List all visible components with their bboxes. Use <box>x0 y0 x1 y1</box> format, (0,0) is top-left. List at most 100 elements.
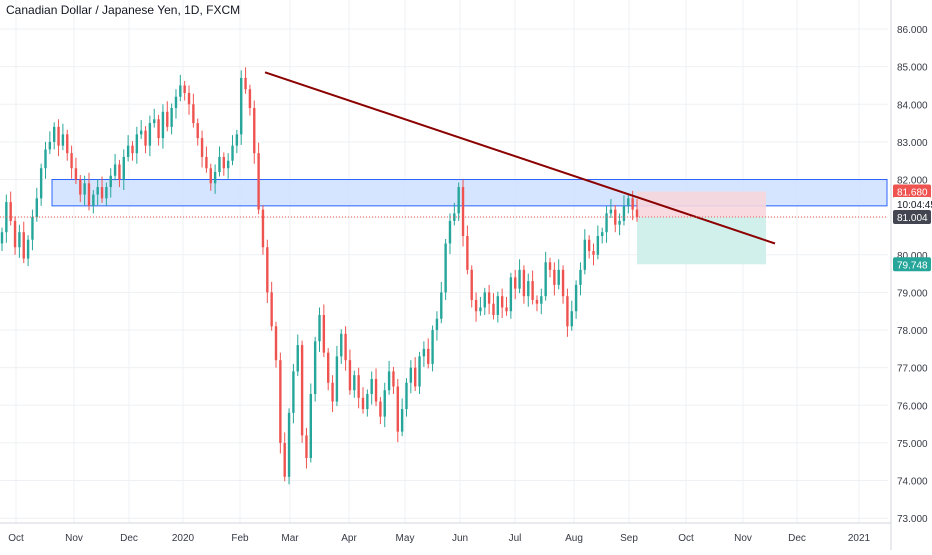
target-price-badge <box>893 257 931 272</box>
candle-body <box>326 352 330 383</box>
candle-body <box>83 183 86 195</box>
candle-body <box>248 89 252 109</box>
candle-body <box>161 111 165 139</box>
candle-body <box>153 119 156 124</box>
candle-body <box>457 187 460 214</box>
candle-body <box>187 92 191 105</box>
candle-body <box>57 126 60 146</box>
candle-body <box>348 360 352 391</box>
candle-body <box>570 311 573 327</box>
candle-body <box>540 296 543 304</box>
time-tick-label: 2021 <box>848 533 871 544</box>
candle-body <box>631 198 634 210</box>
candle-body <box>383 390 386 417</box>
candle-body <box>274 326 278 361</box>
candle-body <box>340 333 343 357</box>
candle-body <box>218 156 221 172</box>
take-profit-zone[interactable] <box>637 216 766 265</box>
candle-body <box>609 209 613 214</box>
candle-body <box>179 85 182 97</box>
candle-body <box>522 269 526 297</box>
candle-body <box>361 397 365 410</box>
candle-body <box>26 239 30 259</box>
candle-body <box>22 232 25 259</box>
candle-body <box>331 382 334 402</box>
time-tick-label: Jul <box>509 533 522 544</box>
candle-body <box>309 394 313 458</box>
candle-body <box>287 412 291 477</box>
candle-body <box>461 187 465 236</box>
trendline[interactable] <box>264 71 776 245</box>
candle-body <box>440 292 443 319</box>
chart-title: Canadian Dollar / Japanese Yen, 1D, FXCM <box>6 3 240 17</box>
candle-body <box>205 156 208 169</box>
candle-body <box>209 168 212 184</box>
price-tick-label: 77.000 <box>897 364 928 375</box>
countdown-badge-text: 10:04:45 <box>897 200 932 211</box>
candle-body <box>344 333 347 361</box>
candle-body <box>235 134 239 146</box>
candle-body <box>313 341 317 395</box>
candle-body <box>170 108 173 127</box>
candle-body <box>535 299 539 304</box>
candle-body <box>183 85 186 93</box>
candle-body <box>561 269 565 297</box>
candle-body <box>622 205 626 221</box>
candle-body <box>496 296 500 315</box>
price-tick-label: 76.000 <box>897 401 928 412</box>
price-tick-label: 86.000 <box>897 25 928 36</box>
candle-body <box>166 111 169 127</box>
candle-body <box>557 269 560 285</box>
candle-body <box>627 198 630 206</box>
candle-body <box>122 156 125 180</box>
candle-body <box>483 292 486 308</box>
candle-body <box>366 394 369 410</box>
candle-body <box>592 251 595 255</box>
price-tick-label: 79.000 <box>897 288 928 299</box>
candle-body <box>566 296 569 327</box>
candle-body <box>318 314 321 342</box>
candle-body <box>35 198 38 218</box>
time-tick-label: Aug <box>565 533 583 544</box>
candle-body <box>39 168 43 199</box>
candle-body <box>413 367 417 387</box>
candle-body <box>553 269 556 285</box>
candle-body <box>52 126 56 142</box>
candle-body <box>113 164 117 176</box>
time-tick-label: Nov <box>734 533 752 544</box>
candle-body <box>300 345 304 436</box>
countdown-badge <box>893 196 931 211</box>
price-tick-label: 74.000 <box>897 477 928 488</box>
candle-body <box>279 360 282 443</box>
candle-body <box>79 179 82 195</box>
candle-body <box>509 277 513 312</box>
candle-body <box>574 284 578 312</box>
candle-body <box>335 356 339 402</box>
candle-body <box>135 134 139 154</box>
candle-body <box>422 348 426 357</box>
time-tick-label: Dec <box>788 533 806 544</box>
candle-body <box>213 171 217 184</box>
candle-body <box>196 123 199 139</box>
candle-body <box>479 307 482 312</box>
candle-body <box>431 330 434 364</box>
candle-body <box>192 104 195 124</box>
candle-body <box>66 134 69 154</box>
candle-body <box>409 367 413 383</box>
grid-lines <box>0 0 888 523</box>
candle-body <box>353 375 356 391</box>
time-tick-label: Feb <box>231 533 249 544</box>
time-tick-label: May <box>396 533 415 544</box>
candle-body <box>505 307 508 312</box>
candle-body <box>579 269 582 285</box>
candle-body <box>44 149 47 169</box>
price-axis: 73.000 74.000 75.000 76.000 77.000 78.000 79.0… <box>897 25 928 525</box>
time-tick-label: Mar <box>281 533 299 544</box>
candle-body <box>635 209 639 218</box>
candle-body <box>618 220 621 225</box>
candle-body <box>583 239 587 270</box>
candle-body <box>174 96 178 109</box>
candle-body <box>105 187 108 199</box>
